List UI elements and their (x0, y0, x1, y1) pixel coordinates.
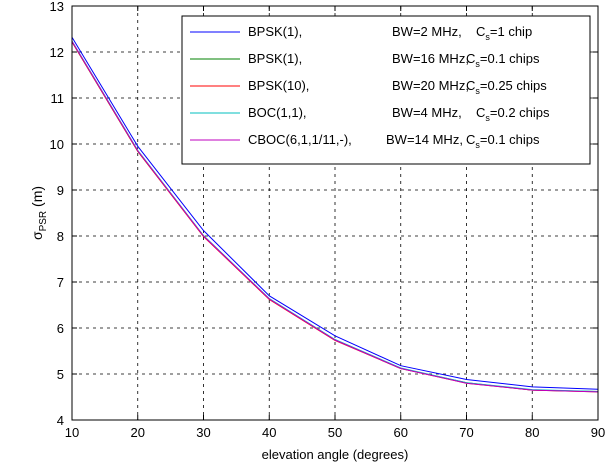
y-axis-label-subscript: PSR (38, 211, 49, 232)
legend-entry-1: BPSK(1), BW=2 MHz, Cs=1 chip (190, 24, 532, 42)
x-tick-label: 80 (525, 425, 539, 440)
legend-box (181, 15, 591, 165)
legend-signal-label: BOC(1,1), (248, 105, 307, 120)
x-tick-label: 20 (131, 425, 145, 440)
legend-bandwidth-label: BW=16 MHz, (392, 51, 469, 66)
legend-bandwidth-label: BW=2 MHz, (392, 24, 462, 39)
y-tick-label: 5 (57, 367, 64, 382)
legend-entry-5: CBOC(6,1,1/11,-), BW=14 MHz, Cs=0.1 chips (190, 132, 540, 150)
legend: BPSK(1), BW=2 MHz, Cs=1 chip BPSK(1), BW=16 … (181, 15, 591, 165)
legend-chip-label: Cs=0.1 chips (466, 132, 540, 150)
legend-bandwidth-label: BW=4 MHz, (392, 105, 462, 120)
legend-signal-label: CBOC(6,1,1/11,-), (248, 132, 352, 147)
series-lines (71, 37, 599, 393)
y-tick-labels: 4 5 6 7 8 9 10 11 12 13 (50, 0, 64, 428)
legend-signal-label: BPSK(1), (248, 24, 302, 39)
x-tick-label: 60 (394, 425, 408, 440)
y-tick-label: 7 (57, 275, 64, 290)
y-tick-label: 11 (51, 91, 65, 106)
y-tick-label: 13 (50, 0, 64, 14)
legend-bandwidth-label: BW=14 MHz, (386, 132, 463, 147)
axis-ticks (71, 5, 599, 421)
legend-bandwidth-label: BW=20 MHz, (392, 78, 469, 93)
y-tick-label: 10 (50, 137, 64, 152)
y-tick-label: 9 (57, 183, 64, 198)
y-tick-label: 12 (50, 45, 64, 60)
series-line-1 (71, 37, 599, 390)
y-axis-label: σPSR (m) (29, 186, 49, 240)
legend-entry-2: BPSK(1), BW=16 MHz,Cs=0.1 chips (190, 51, 540, 69)
legend-entries: BPSK(1), BW=2 MHz, Cs=1 chip BPSK(1), BW=16 … (190, 24, 550, 150)
y-tick-label: 8 (57, 229, 64, 244)
x-tick-label: 50 (328, 425, 342, 440)
legend-signal-label: BPSK(10), (248, 78, 309, 93)
y-tick-label: 4 (57, 413, 64, 428)
legend-chip-label: Cs=0.25 chips (466, 78, 547, 96)
x-tick-labels: 10 20 30 40 50 60 70 80 90 (65, 425, 605, 440)
legend-signal-label: BPSK(1), (248, 51, 302, 66)
y-axis-label-symbol: σ (29, 231, 45, 240)
x-tick-label: 70 (459, 425, 473, 440)
y-axis-label-unit: (m) (29, 186, 45, 211)
legend-chip-label: Cs=0.1 chips (466, 51, 540, 69)
x-tick-label: 40 (262, 425, 276, 440)
legend-entry-3: BPSK(10), BW=20 MHz,Cs=0.25 chips (190, 78, 547, 96)
y-tick-label: 6 (57, 321, 64, 336)
legend-entry-4: BOC(1,1), BW=4 MHz, Cs=0.2 chips (190, 105, 550, 123)
x-tick-label: 90 (591, 425, 605, 440)
x-tick-label: 10 (65, 425, 79, 440)
series-line-5 (71, 41, 599, 393)
x-tick-label: 30 (196, 425, 210, 440)
legend-chip-label: Cs=1 chip (476, 24, 532, 42)
grid-lines (72, 6, 598, 420)
x-axis-label: elevation angle (degrees) (262, 447, 409, 462)
legend-chip-label: Cs=0.2 chips (476, 105, 550, 123)
